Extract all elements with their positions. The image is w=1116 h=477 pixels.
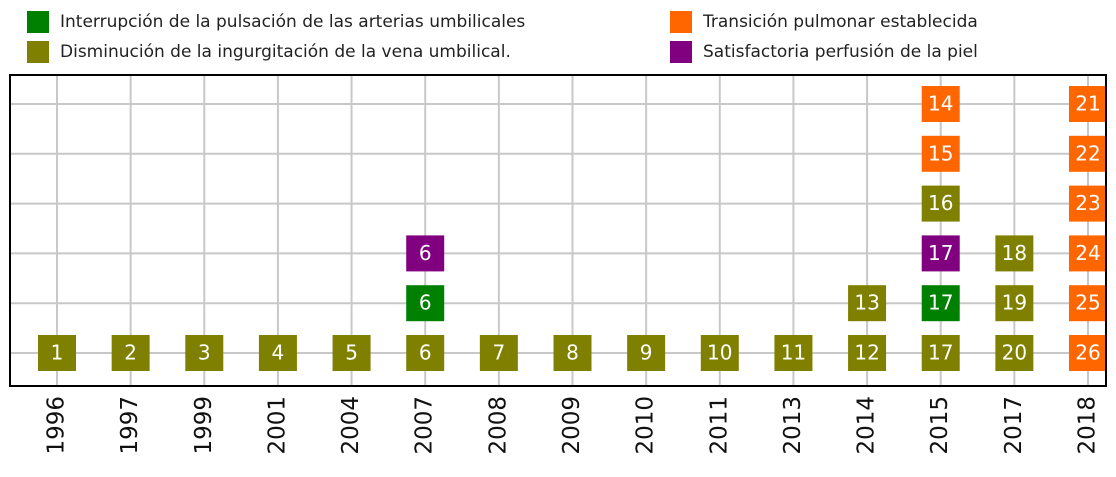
- box: [185, 335, 224, 371]
- x-tick-label: 1999: [191, 396, 217, 455]
- box-label: 11: [781, 341, 806, 365]
- box: [111, 335, 150, 371]
- box-label: 9: [640, 341, 653, 365]
- x-tick-label: 2004: [338, 396, 364, 455]
- legend-swatch: [27, 11, 49, 33]
- box: [627, 335, 666, 371]
- box-label: 7: [492, 341, 505, 365]
- box: [848, 335, 887, 371]
- box-label: 3: [198, 341, 211, 365]
- box: [479, 335, 518, 371]
- box: [553, 335, 592, 371]
- box-label: 10: [707, 341, 732, 365]
- box-label: 8: [566, 341, 579, 365]
- box: [406, 335, 445, 371]
- box-label: 26: [1075, 341, 1100, 365]
- box-label: 5: [345, 341, 358, 365]
- legend-label: Transición pulmonar establecida: [702, 12, 978, 32]
- box: [1069, 185, 1107, 222]
- box-label: 4: [272, 341, 285, 365]
- box: [1069, 285, 1107, 322]
- box-label: 23: [1075, 191, 1100, 215]
- x-tick-label: 2015: [927, 396, 953, 455]
- box-label: 19: [1002, 291, 1027, 315]
- x-tick-label: 2010: [633, 396, 659, 455]
- box: [921, 185, 960, 222]
- legend-label: Interrupción de la pulsación de las arte…: [60, 12, 525, 32]
- box: [921, 86, 960, 122]
- box: [406, 285, 445, 322]
- x-tick-label: 1996: [44, 396, 70, 455]
- box-label: 6: [419, 341, 432, 365]
- box-label: 21: [1075, 92, 1100, 116]
- box: [921, 235, 960, 272]
- box: [1069, 235, 1107, 272]
- box-label: 16: [928, 191, 953, 215]
- x-tick-label: 2007: [412, 396, 438, 455]
- box: [848, 285, 887, 322]
- box: [332, 335, 371, 371]
- box: [774, 335, 813, 371]
- box: [921, 285, 960, 322]
- legend-swatch: [670, 11, 692, 33]
- box: [995, 235, 1034, 272]
- box-label: 17: [928, 241, 953, 265]
- box-label: 1: [51, 341, 64, 365]
- box-label: 6: [419, 291, 432, 315]
- box-label: 13: [854, 291, 879, 315]
- box: [700, 335, 739, 371]
- x-tick-label: 2017: [1001, 396, 1027, 455]
- box-label: 17: [928, 341, 953, 365]
- box: [406, 235, 445, 272]
- box-label: 14: [928, 92, 953, 116]
- legend-label: Disminución de la ingurgitación de la ve…: [60, 42, 511, 62]
- x-tick-label: 2011: [706, 396, 732, 455]
- legend-swatch: [27, 41, 49, 63]
- plot-frame: [9, 74, 1107, 387]
- box: [1069, 135, 1107, 172]
- box-label: 17: [928, 291, 953, 315]
- x-tick-label: 2014: [854, 396, 880, 455]
- x-tick-label: 2001: [264, 396, 290, 455]
- box: [995, 335, 1034, 371]
- legend-swatch: [670, 41, 692, 63]
- legend-label: Satisfactoria perfusión de la piel: [703, 42, 978, 62]
- x-tick-label: 2013: [780, 396, 806, 455]
- box-label: 15: [928, 141, 953, 165]
- box-label: 6: [419, 241, 432, 265]
- box-label: 18: [1002, 241, 1027, 265]
- x-tick-label: 2009: [559, 396, 585, 455]
- box-label: 24: [1075, 241, 1100, 265]
- box-label: 12: [854, 341, 879, 365]
- x-tick-label: 1997: [117, 396, 143, 455]
- x-tick-label: 2018: [1075, 396, 1101, 455]
- box: [258, 335, 297, 371]
- box: [1069, 335, 1107, 371]
- box-label: 25: [1075, 291, 1100, 315]
- x-tick-label: 2008: [485, 396, 511, 455]
- box: [921, 335, 960, 371]
- box-label: 22: [1075, 141, 1100, 165]
- box: [995, 285, 1034, 322]
- box: [1069, 86, 1107, 122]
- box: [921, 135, 960, 172]
- box-label: 2: [124, 341, 137, 365]
- box: [38, 335, 76, 371]
- box-label: 20: [1002, 341, 1027, 365]
